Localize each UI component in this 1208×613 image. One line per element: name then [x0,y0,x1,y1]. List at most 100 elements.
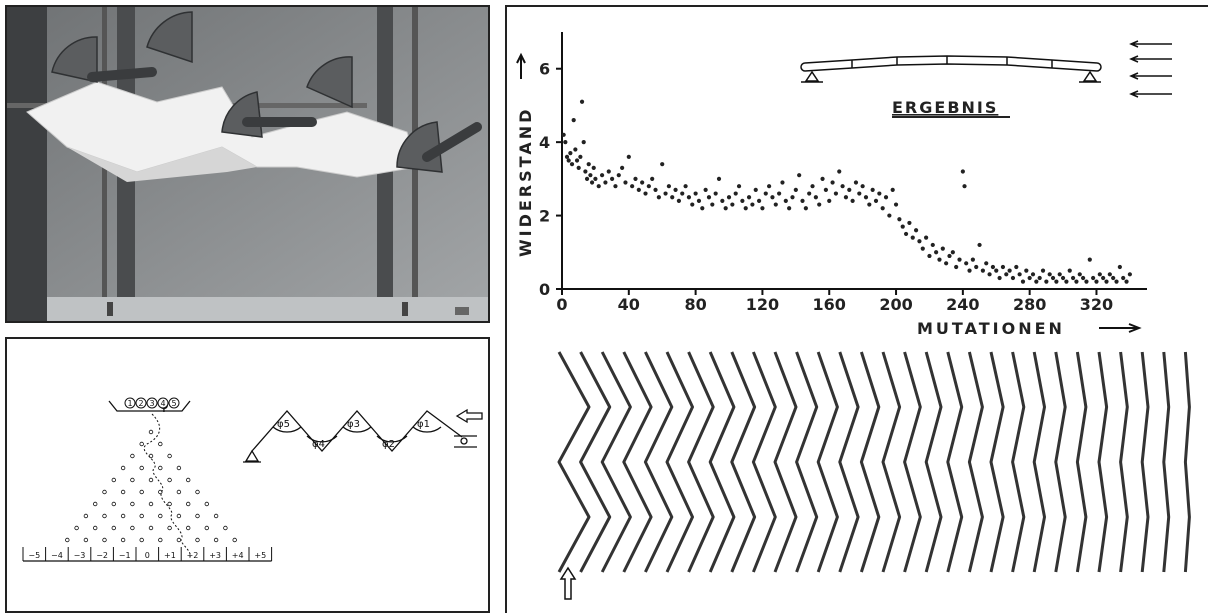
data-point [1040,268,1046,273]
data-point [1091,275,1096,281]
peg [158,513,163,519]
data-point [987,272,992,277]
data-point [770,195,775,200]
peg [176,513,182,519]
data-point [606,169,611,174]
plate-profile [1097,351,1109,573]
data-point [900,224,905,229]
x-axis-arrow [1099,323,1142,333]
data-point [561,132,566,137]
angle-labels: φ5 φ4 φ3 φ2 φ1 [277,419,430,450]
data-point [586,162,591,167]
data-point [713,191,718,196]
data-point [934,250,939,255]
data-point [1027,275,1032,281]
data-point [970,257,975,262]
data-point [633,176,638,181]
x-ticks: 0 40 80 120 160 200 240 280 320 [556,289,1113,314]
data-point [1121,275,1126,281]
x-tick-label: 80 [684,295,706,314]
peg [139,465,144,471]
data-point [1124,279,1129,284]
data-point [636,187,641,192]
data-point [893,202,899,207]
data-point [783,198,788,203]
data-point [937,257,942,262]
x-tick-label: 0 [556,295,567,314]
peg [102,537,107,543]
bin-label: −3 [74,551,86,560]
data-point [623,180,628,185]
data-point [763,191,768,196]
data-point [823,187,828,192]
peg [158,537,163,543]
data-point [820,176,825,181]
plate-profile [881,351,902,573]
data-point [603,180,608,185]
data-point [850,198,855,203]
bin-label: −2 [96,551,108,560]
data-point [613,184,618,189]
data-point [680,191,685,196]
peg [92,501,98,507]
plate-profile [816,351,839,573]
data-point [1030,272,1036,277]
plate-profiles [557,351,1191,573]
wind-tunnel-photo [7,7,488,321]
data-point [1104,279,1109,284]
data-point [743,206,748,211]
data-point [1057,272,1062,277]
peg [130,501,135,507]
data-point [703,187,708,192]
y-tick-label: 2 [539,207,550,226]
data-point [797,173,802,178]
data-point [1047,272,1052,277]
data-point [740,198,745,203]
peg [195,537,200,543]
data-point [569,162,575,167]
data-point [581,140,586,145]
data-point [584,176,590,181]
peg [148,429,154,435]
peg-triangle [65,429,237,543]
data-point [653,187,658,192]
data-point [589,180,595,185]
selector-circle [135,397,147,409]
bin-label: −4 [51,551,63,560]
peg [158,465,163,471]
data-point [1044,279,1049,284]
data-point [920,246,925,251]
angle-label: φ3 [347,419,360,430]
data-point [690,202,695,207]
plate-profile [859,351,881,573]
plate-profile [643,351,674,573]
data-point [656,195,661,200]
y-tick-label: 6 [539,60,550,79]
data-point [591,165,596,170]
plate-profile [730,351,757,573]
data-point [777,191,782,196]
peg [111,501,116,507]
bin-label: +1 [164,551,176,560]
data-point [650,176,655,181]
data-point [767,184,772,189]
peg [74,525,79,531]
data-point [807,191,812,196]
data-point [980,268,985,273]
data-point [693,191,698,196]
plate-profile [989,351,1005,573]
data-point [579,99,585,104]
data-point [723,206,728,211]
data-point [947,253,952,259]
bin-label: +3 [209,551,221,560]
data-point [863,195,869,200]
data-point [646,184,651,189]
data-point [760,206,765,211]
data-point [960,169,965,174]
plate-profile [1119,351,1129,573]
data-point [706,195,712,200]
plate-profile [751,351,777,573]
peg [185,525,191,531]
